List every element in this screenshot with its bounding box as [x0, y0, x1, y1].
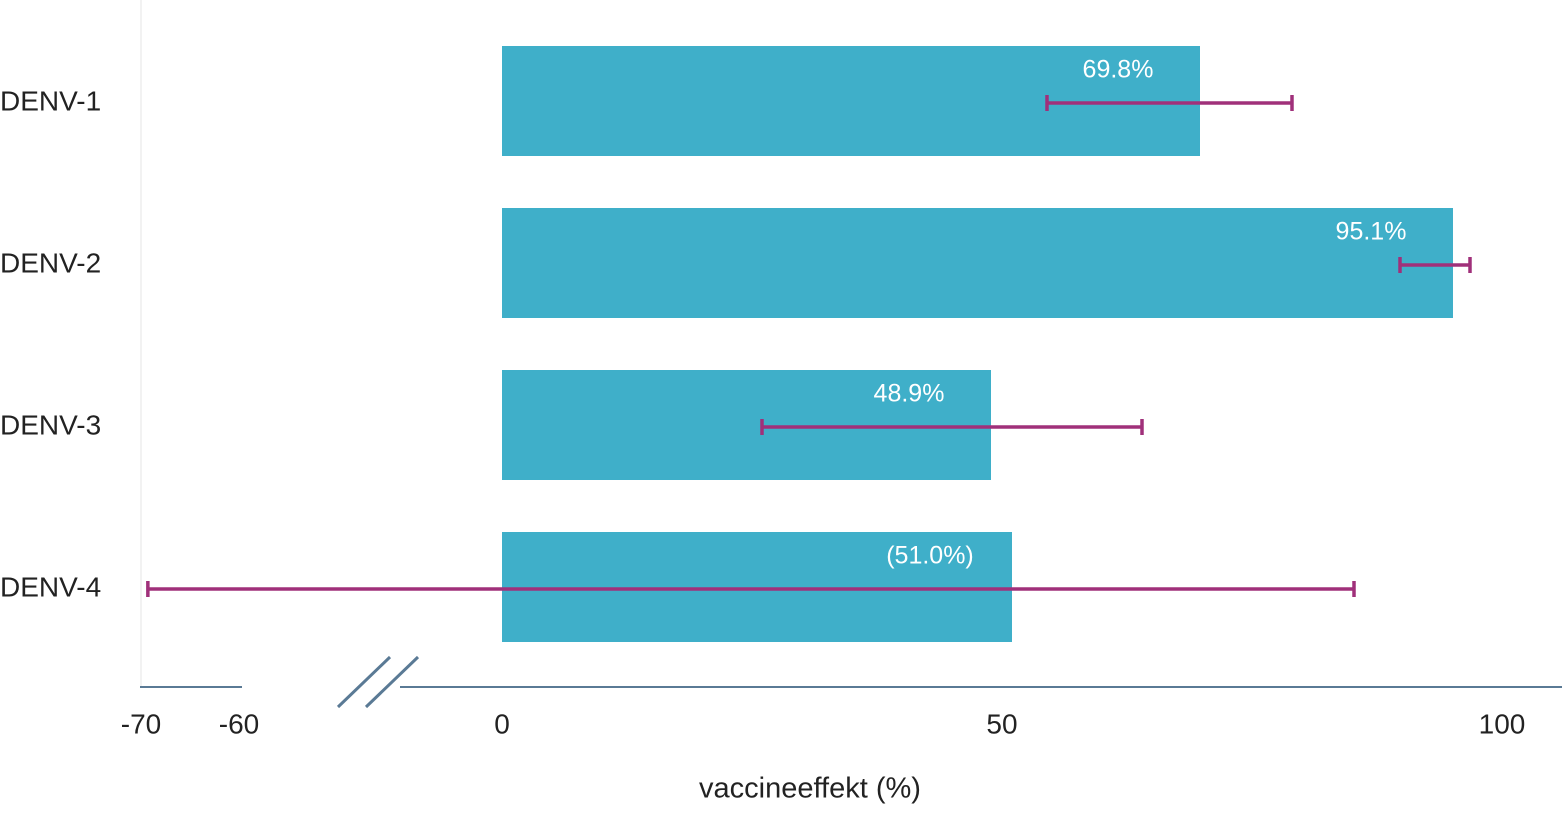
error-bar	[1398, 257, 1472, 273]
y-tick-label: DENV-1	[0, 85, 101, 116]
bar	[502, 46, 1200, 156]
x-tick-label: 100	[1479, 708, 1526, 739]
value-label: 48.9%	[874, 380, 945, 408]
x-tick-label: 50	[986, 708, 1017, 739]
bar	[502, 370, 991, 480]
x-axis-title: vaccineeffekt (%)	[699, 773, 921, 805]
x-tick-label: -70	[121, 708, 161, 739]
y-tick-label: DENV-3	[0, 409, 101, 440]
bar	[502, 532, 1012, 642]
x-tick-label: -60	[219, 708, 259, 739]
y-tick-label: DENV-2	[0, 247, 101, 278]
value-label: 69.8%	[1083, 56, 1154, 84]
error-bar	[1045, 95, 1294, 111]
axis-break	[336, 655, 392, 709]
error-bar	[146, 581, 1356, 597]
error-bar	[760, 419, 1144, 435]
value-label: (51.0%)	[886, 542, 974, 570]
bar	[502, 208, 1453, 318]
axis-break	[364, 655, 420, 709]
x-tick-label: 0	[494, 708, 510, 739]
value-label: 95.1%	[1336, 218, 1407, 246]
y-tick-label: DENV-4	[0, 571, 101, 602]
